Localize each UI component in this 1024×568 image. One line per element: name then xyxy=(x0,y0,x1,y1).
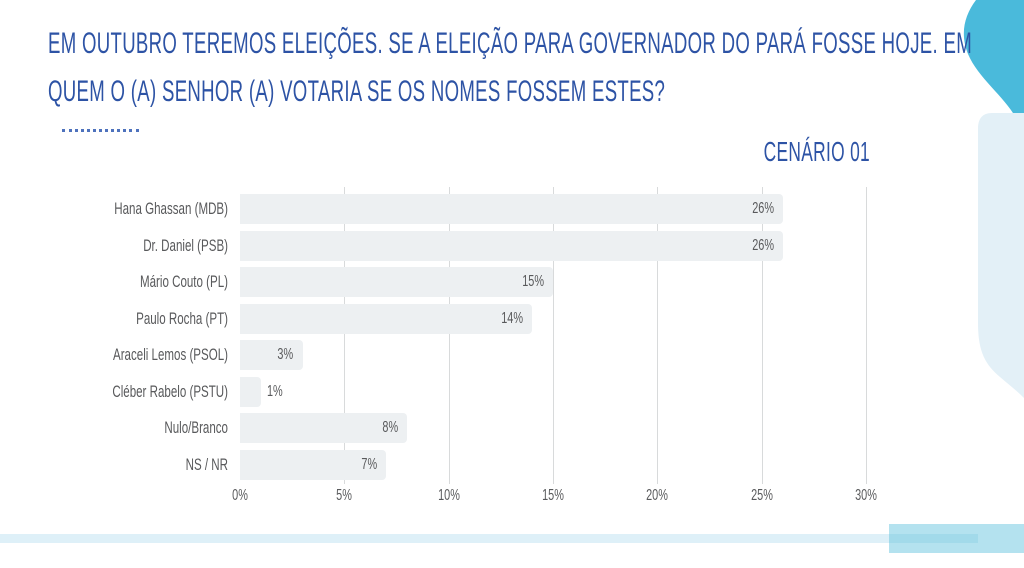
category-label: Cléber Rabelo (PSTU) xyxy=(112,381,228,401)
category-label: Mário Couto (PL) xyxy=(139,272,228,292)
bar: 26% xyxy=(240,194,783,225)
bar: 15% xyxy=(240,267,553,298)
bar-chart: Hana Ghassan (MDB) Dr. Daniel (PSB) Mário … xyxy=(60,187,877,504)
gridlines xyxy=(240,187,867,484)
category-label: Hana Ghassan (MDB) xyxy=(114,199,228,219)
slide-title-line-2: QUEM O (A) SENHOR (A) VOTARIA SE OS NOME… xyxy=(48,75,666,108)
gridline xyxy=(761,187,763,484)
value-label: 26% xyxy=(751,200,774,218)
category-label: Nulo/Branco xyxy=(164,418,228,438)
value-label: 3% xyxy=(277,346,294,364)
bar-row: 15% xyxy=(240,264,866,301)
bar-row: 14% xyxy=(240,301,866,338)
decorative-bottom-right-bar xyxy=(889,534,978,543)
category-label: Paulo Rocha (PT) xyxy=(136,308,228,328)
bar: 7% xyxy=(240,449,387,480)
bar-row: 1% xyxy=(240,374,866,411)
bar-row: 26% xyxy=(240,191,866,228)
value-label: 8% xyxy=(382,419,398,437)
category-label: NS / NR xyxy=(185,454,228,474)
value-label: 14% xyxy=(501,309,524,327)
gridline xyxy=(657,187,659,484)
slide-title-line-1: EM OUTUBRO TEREMOS ELEIÇÕES. SE A ELEIÇÃ… xyxy=(48,27,973,60)
scenario-label: CENÁRIO 01 xyxy=(763,136,870,167)
value-label: 26% xyxy=(751,236,774,254)
gridline xyxy=(553,187,554,484)
x-tick-label: 30% xyxy=(855,487,877,504)
gridline xyxy=(866,187,867,484)
x-tick-label: 10% xyxy=(437,487,460,504)
category-label: Dr. Daniel (PSB) xyxy=(143,235,228,255)
bar: 8% xyxy=(240,413,407,444)
x-tick-label: 5% xyxy=(336,487,353,504)
plot-area: 26% 26% 15% 14% 3% 1% 8% 7% 0% 5% 10% 15% 20% 25% 30% xyxy=(232,187,877,504)
bars: 26% 26% 15% 14% 3% 1% 8% 7% xyxy=(240,191,866,483)
value-label: 15% xyxy=(522,273,544,291)
bar-row: 26% xyxy=(240,228,866,265)
title-underline-dotted xyxy=(62,129,139,132)
category-label: Araceli Lemos (PSOL) xyxy=(112,345,228,365)
bar-row: 3% xyxy=(240,337,866,374)
decorative-bottom-right-rect xyxy=(889,524,1024,553)
bar-row: 8% xyxy=(240,410,866,447)
value-label: 1% xyxy=(266,382,283,400)
bar: 1% xyxy=(240,376,283,407)
x-tick-label: 15% xyxy=(542,487,564,504)
gridline xyxy=(448,187,450,484)
slide-title: EM OUTUBRO TEREMOS ELEIÇÕES. SE A ELEIÇÃ… xyxy=(48,20,972,116)
decorative-bottom-strip xyxy=(0,534,889,543)
category-axis: Hana Ghassan (MDB) Dr. Daniel (PSB) Mário … xyxy=(60,191,228,483)
x-tick-label: 20% xyxy=(646,487,669,504)
gridline xyxy=(344,187,346,484)
x-tick-label: 0% xyxy=(232,487,248,504)
bar: 26% xyxy=(240,230,783,261)
bar: 14% xyxy=(240,303,533,334)
bar-row: 7% xyxy=(240,447,866,484)
bar: 3% xyxy=(240,340,303,371)
value-label: 7% xyxy=(361,455,378,473)
value-axis: 0% 5% 10% 15% 20% 25% 30% xyxy=(232,487,877,509)
x-tick-label: 25% xyxy=(750,487,773,504)
decorative-shape-right-icon xyxy=(978,113,1024,398)
